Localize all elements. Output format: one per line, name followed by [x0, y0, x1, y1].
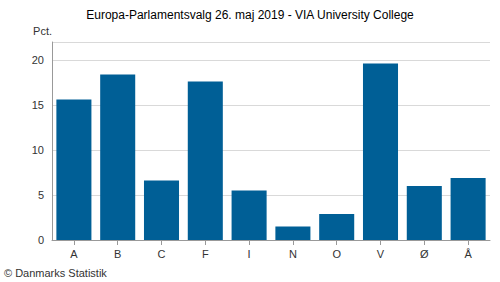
svg-text:© Danmarks Statistik: © Danmarks Statistik	[4, 267, 107, 279]
svg-text:Å: Å	[464, 248, 472, 260]
svg-text:I: I	[248, 248, 251, 260]
svg-text:C: C	[158, 248, 166, 260]
svg-text:N: N	[289, 248, 297, 260]
svg-text:10: 10	[32, 144, 44, 156]
svg-text:F: F	[202, 248, 209, 260]
svg-text:V: V	[377, 248, 385, 260]
svg-text:A: A	[70, 248, 78, 260]
svg-text:0: 0	[38, 234, 44, 246]
svg-text:Europa-Parlamentsvalg 26. maj: Europa-Parlamentsvalg 26. maj 2019 - VIA…	[86, 8, 414, 22]
svg-text:B: B	[114, 248, 121, 260]
svg-text:15: 15	[32, 99, 44, 111]
svg-text:O: O	[332, 248, 341, 260]
svg-text:Ø: Ø	[420, 248, 429, 260]
svg-text:5: 5	[38, 189, 44, 201]
svg-text:Pct.: Pct.	[33, 25, 52, 37]
svg-text:20: 20	[32, 54, 44, 66]
